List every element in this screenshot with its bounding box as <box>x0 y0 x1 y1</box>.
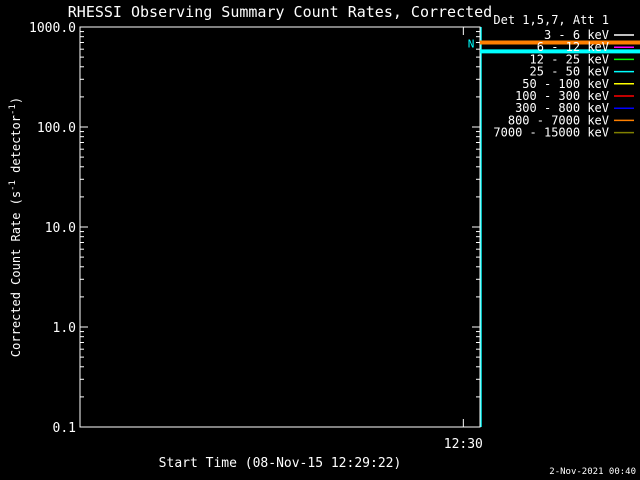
chart-title: RHESSI Observing Summary Count Rates, Co… <box>68 3 492 21</box>
x-axis-ticks: 12:3012:4513:0013:1513:3013:4514:00 <box>444 27 483 452</box>
legend-entry-label: 6 - 12 keV <box>537 40 609 54</box>
legend-entry-label: 800 - 7000 keV <box>508 113 609 127</box>
y-axis-label-sup2: -1 <box>8 104 18 115</box>
x-tick-label: 12:30 <box>444 437 483 452</box>
y-axis-label: Corrected Count Rate (s-1 detector-1) <box>8 97 23 357</box>
timestamp: 2-Nov-2021 00:40 <box>549 467 636 477</box>
y-axis-label-mid: detector <box>9 115 23 180</box>
y-axis-ticks: 0.1 1.0 10.0 100.0 1000.0 <box>29 21 480 436</box>
flag-markers: NS <box>468 27 640 427</box>
plot-frame <box>79 26 481 428</box>
legend-entry-label: 3 - 6 keV <box>544 28 609 42</box>
legend-entry-label: 7000 - 15000 keV <box>493 126 609 140</box>
legend-entry-label: 100 - 300 keV <box>515 89 609 103</box>
flag-label: N <box>468 37 475 50</box>
y-axis-label-main: Corrected Count Rate (s <box>9 191 23 357</box>
legend-title: Det 1,5,7, Att 1 <box>493 13 609 27</box>
y-tick-label: 0.1 <box>53 421 76 436</box>
y-tick-label: 100.0 <box>37 121 76 136</box>
legend-entry-label: 300 - 800 keV <box>515 101 609 115</box>
y-axis-label-sup1: -1 <box>8 180 18 191</box>
legend-entry-label: 12 - 25 keV <box>530 52 609 66</box>
y-axis-label-end: ) <box>9 97 23 104</box>
legend-entry-label: 25 - 50 keV <box>530 65 609 79</box>
y-tick-label: 10.0 <box>45 221 76 236</box>
y-tick-label: 1000.0 <box>29 21 76 36</box>
x-axis-label: Start Time (08-Nov-15 12:29:22) <box>159 456 402 471</box>
legend-entry-label: 50 - 100 keV <box>522 77 609 91</box>
y-tick-label: 1.0 <box>53 321 76 336</box>
